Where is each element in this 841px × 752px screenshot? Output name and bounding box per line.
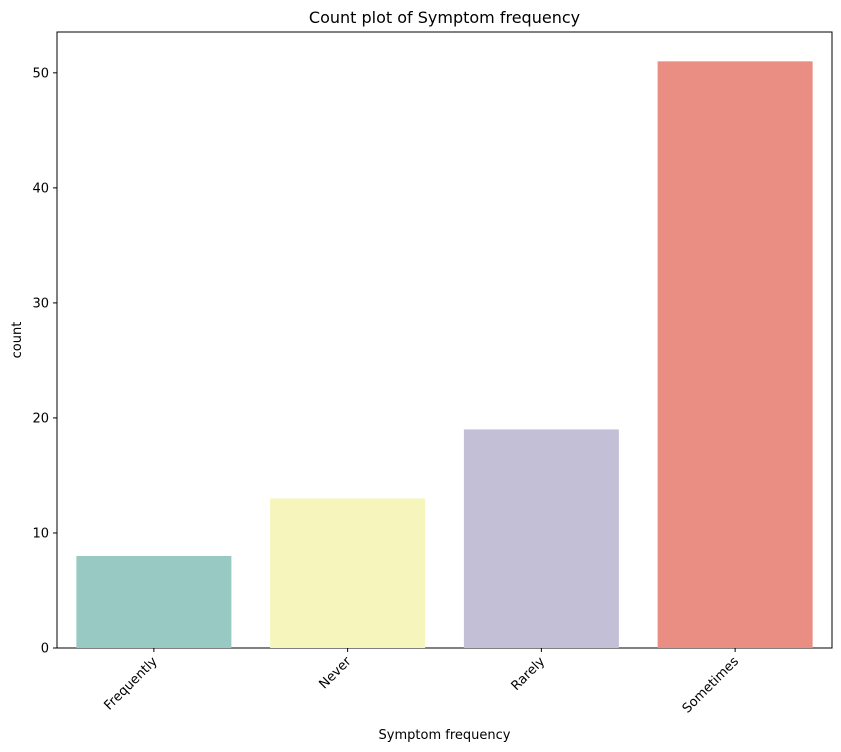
y-tick-label: 50: [32, 66, 49, 81]
y-axis-label: count: [10, 322, 25, 359]
x-tick-label-sometimes: Sometimes: [680, 654, 742, 716]
bar-frequently: [76, 555, 232, 648]
x-tick-label-rarely: Rarely: [509, 654, 549, 694]
bar-rarely: [463, 429, 619, 648]
y-tick-label: 10: [32, 526, 49, 541]
bars-layer: [76, 61, 813, 649]
y-axis: 0 10 20 30 40 50: [32, 66, 57, 657]
y-tick-label: 20: [32, 411, 49, 426]
bar-sometimes: [657, 61, 813, 649]
x-tick-label-frequently: Frequently: [101, 654, 160, 713]
chart-title: Count plot of Symptom frequency: [309, 8, 580, 27]
y-tick-label: 40: [32, 181, 49, 196]
y-tick-label: 0: [41, 642, 49, 657]
x-axis: Frequently Never Rarely Sometimes: [101, 648, 742, 716]
y-tick-label: 30: [32, 296, 49, 311]
plot-area: [56, 31, 833, 649]
bar-never: [270, 498, 426, 648]
x-axis-label: Symptom frequency: [379, 728, 511, 743]
x-tick-label-never: Never: [316, 654, 354, 692]
plot-frame: [56, 31, 833, 649]
